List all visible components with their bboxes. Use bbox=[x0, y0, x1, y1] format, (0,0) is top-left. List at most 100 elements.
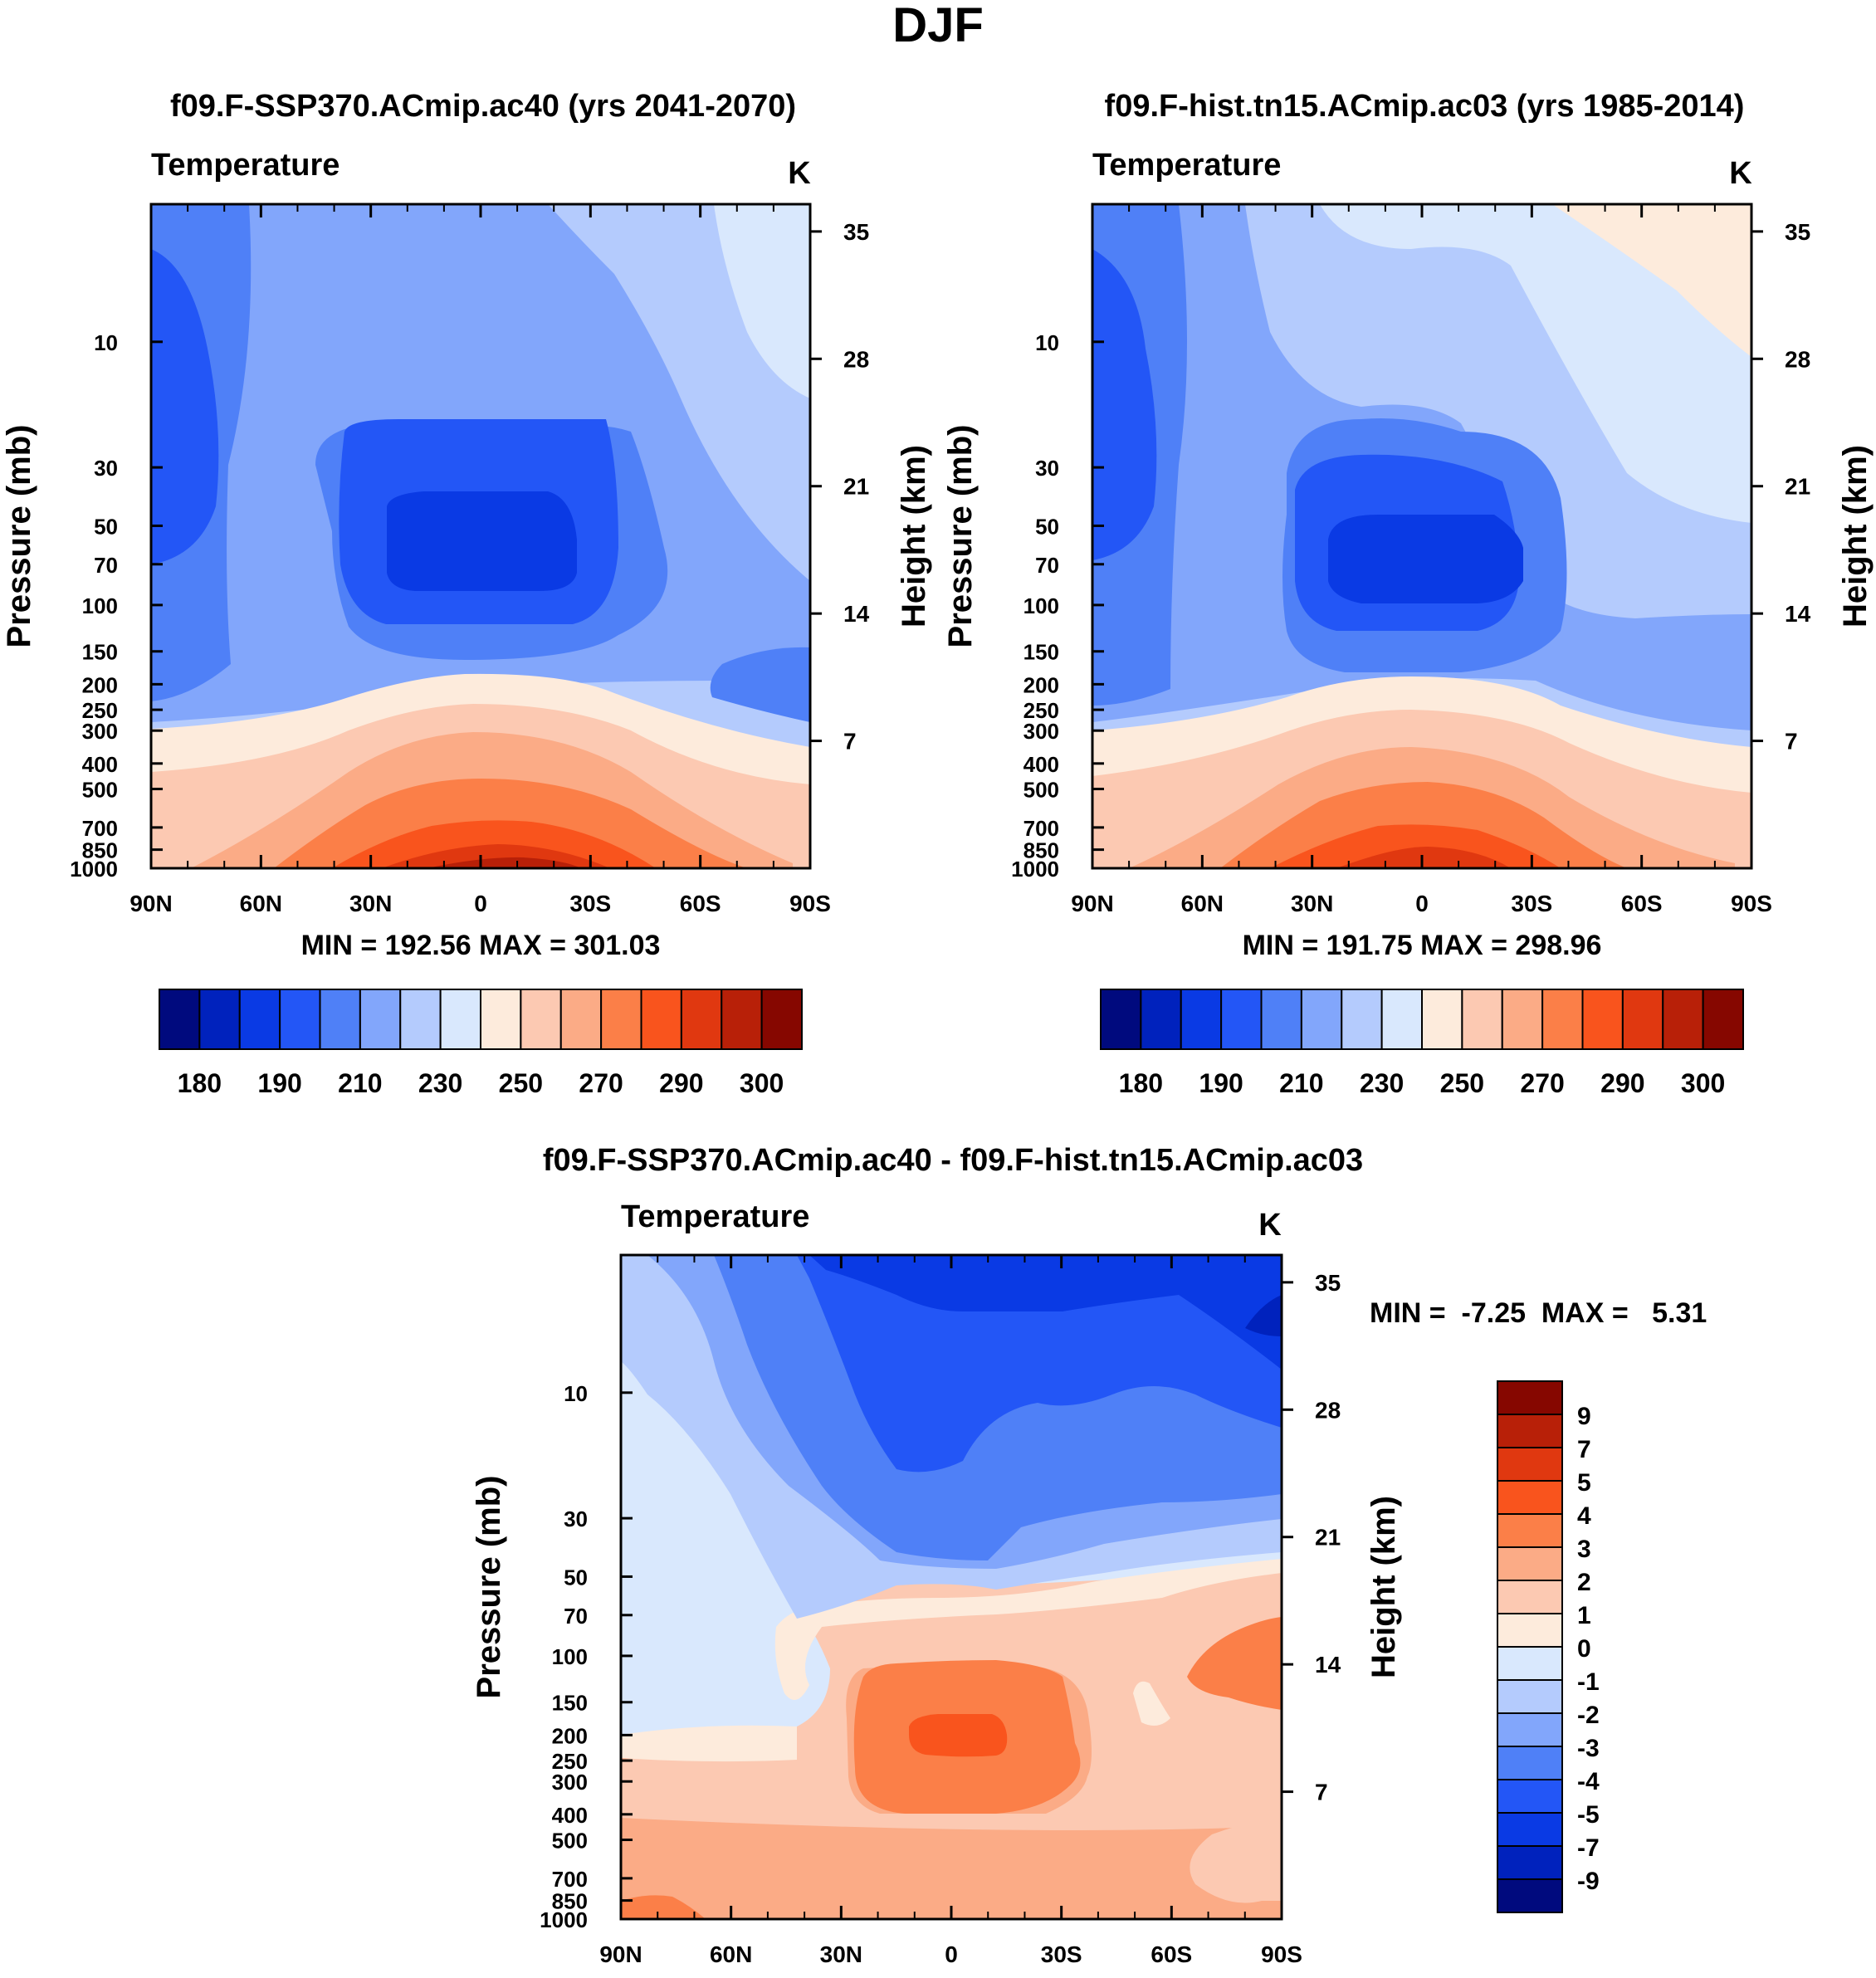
y-tick-label: 850 bbox=[552, 1889, 588, 1914]
colorbar-swatch bbox=[559, 989, 603, 1050]
colorbar-swatch bbox=[1260, 989, 1302, 1050]
colorbar-label: 230 bbox=[418, 1068, 462, 1098]
y2-tick-label: 28 bbox=[1315, 1397, 1341, 1423]
colorbar-label: -9 bbox=[1577, 1868, 1600, 1895]
x-tick-label: 90S bbox=[1261, 1941, 1302, 1967]
colorbar-swatch bbox=[1497, 1380, 1563, 1415]
band-295 bbox=[1336, 847, 1511, 868]
colorbar-swatch bbox=[1140, 989, 1182, 1050]
x-tick-label: 60S bbox=[1151, 1941, 1192, 1967]
x-tick-label: 60N bbox=[710, 1941, 752, 1967]
units-label: K bbox=[788, 156, 811, 191]
y-tick-label: 100 bbox=[552, 1644, 588, 1669]
band-210c bbox=[710, 647, 810, 722]
y-tick-label: 70 bbox=[564, 1604, 588, 1629]
colorbar-swatch bbox=[1180, 989, 1223, 1050]
colorbar-swatch bbox=[1497, 1580, 1563, 1614]
figure-title: DJF bbox=[892, 0, 984, 52]
colorbar-swatch bbox=[1100, 989, 1142, 1050]
panel-title: f09.F-hist.tn15.ACmip.ac03 (yrs 1985-201… bbox=[1105, 89, 1745, 124]
band-3to4-corner bbox=[621, 1895, 706, 1919]
colorbar-swatch bbox=[1497, 1513, 1563, 1548]
colorbar-label: 1 bbox=[1577, 1602, 1591, 1629]
colorbar-swatch bbox=[279, 989, 321, 1050]
y-tick-label: 700 bbox=[82, 816, 118, 841]
colorbar-swatch bbox=[1220, 989, 1263, 1050]
colorbar-swatch bbox=[1497, 1646, 1563, 1681]
panel-historical: f09.F-hist.tn15.ACmip.ac03 (yrs 1985-201… bbox=[942, 89, 1874, 1098]
colorbar-label: -2 bbox=[1577, 1702, 1600, 1729]
y-tick-label: 250 bbox=[1023, 698, 1059, 723]
colorbar-label: 190 bbox=[1199, 1068, 1243, 1098]
colorbar-swatch bbox=[359, 989, 402, 1050]
y-tick-label: 200 bbox=[82, 672, 118, 697]
y2-tick-label: 7 bbox=[1315, 1780, 1328, 1805]
band-neg5to7 bbox=[809, 1255, 1282, 1370]
band-190b bbox=[1328, 515, 1523, 603]
colorbar-swatch bbox=[520, 989, 562, 1050]
y2-tick-label: 28 bbox=[843, 346, 869, 372]
x-tick-label: 60S bbox=[680, 891, 721, 916]
x-tick-label: 30N bbox=[1291, 891, 1333, 916]
band-0to1 bbox=[621, 1725, 797, 1762]
band-290 bbox=[1270, 824, 1561, 868]
band-neg7to9 bbox=[1245, 1295, 1282, 1336]
colorbar-label: -4 bbox=[1577, 1768, 1600, 1795]
x-tick-label: 60N bbox=[1181, 891, 1224, 916]
colorbar-label: 4 bbox=[1577, 1502, 1591, 1530]
x-tick-label: 90S bbox=[1731, 891, 1772, 916]
field-label: Temperature bbox=[151, 148, 340, 183]
band-2to3-right-low bbox=[1190, 1818, 1282, 1903]
x-tick-label: 60N bbox=[240, 891, 282, 916]
x-tick-label: 90S bbox=[789, 891, 831, 916]
colorbar-label: 2 bbox=[1577, 1569, 1591, 1596]
colorbar-swatch bbox=[1581, 989, 1624, 1050]
y-tick-label: 1000 bbox=[540, 1907, 588, 1932]
colorbar-swatch bbox=[319, 989, 361, 1050]
y2-tick-label: 35 bbox=[1785, 219, 1810, 245]
min-max-stats: MIN = -7.25 MAX = 5.31 bbox=[1370, 1297, 1707, 1329]
y-tick-label: 150 bbox=[552, 1691, 588, 1716]
colorbar-swatch bbox=[439, 989, 481, 1050]
y-tick-label: 150 bbox=[1023, 640, 1059, 665]
y-tick-label: 10 bbox=[1035, 330, 1059, 355]
x-tick-label: 30N bbox=[820, 1941, 862, 1967]
colorbar-swatch bbox=[1497, 1480, 1563, 1515]
y-tick-label: 400 bbox=[82, 752, 118, 777]
colorbar-swatch bbox=[1497, 1414, 1563, 1448]
colorbar-label: 300 bbox=[740, 1068, 784, 1098]
x-tick-label: 0 bbox=[1415, 891, 1429, 916]
colorbar-label: 190 bbox=[257, 1068, 301, 1098]
colorbar-label: 5 bbox=[1577, 1469, 1591, 1497]
colorbar-swatch bbox=[198, 989, 241, 1050]
temperature-contour-field bbox=[1092, 204, 1751, 868]
y-tick-label: 1000 bbox=[70, 857, 118, 882]
band-0to1c bbox=[1133, 1681, 1170, 1726]
y-tick-label: 30 bbox=[1035, 456, 1059, 481]
y2-tick-label: 21 bbox=[1785, 474, 1810, 500]
colorbar: 180 190 210 230 250 270 290 300 bbox=[159, 989, 803, 1098]
colorbar-label: -7 bbox=[1577, 1834, 1600, 1862]
colorbar-label: 7 bbox=[1577, 1436, 1591, 1463]
colorbar-swatch bbox=[1380, 989, 1423, 1050]
y-axis-label: Pressure (mb) bbox=[942, 425, 979, 648]
y-tick-label: 300 bbox=[1023, 719, 1059, 744]
y2-tick-label: 35 bbox=[843, 219, 869, 245]
colorbar-swatch bbox=[1421, 989, 1463, 1050]
x-tick-label: 60S bbox=[1621, 891, 1663, 916]
colorbar-swatch bbox=[721, 989, 763, 1050]
colorbar-label: -3 bbox=[1577, 1735, 1600, 1762]
y-tick-label: 100 bbox=[1023, 593, 1059, 618]
colorbar-label: 250 bbox=[1440, 1068, 1484, 1098]
colorbar-label: 180 bbox=[178, 1068, 222, 1098]
y-tick-label: 70 bbox=[1035, 553, 1059, 578]
y2-tick-label: 35 bbox=[1315, 1270, 1341, 1296]
y-tick-label: 250 bbox=[552, 1749, 588, 1774]
band-0to1b bbox=[774, 1559, 1282, 1700]
colorbar-swatch bbox=[1497, 1779, 1563, 1814]
y-tick-label: 200 bbox=[1023, 672, 1059, 697]
y-tick-label: 50 bbox=[564, 1565, 588, 1590]
colorbar-label: -5 bbox=[1577, 1801, 1600, 1829]
panel-future: f09.F-SSP370.ACmip.ac40 (yrs 2041-2070) … bbox=[1, 89, 932, 1098]
